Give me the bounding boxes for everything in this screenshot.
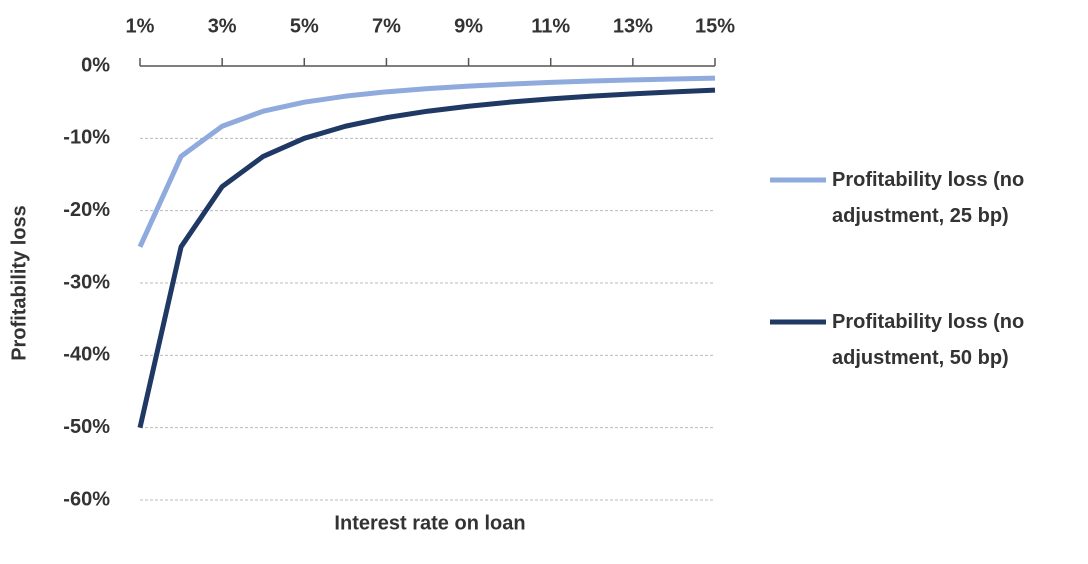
y-tick-label: -50% bbox=[63, 416, 110, 438]
x-tick-label: 13% bbox=[613, 15, 653, 37]
y-axis-label: Profitability loss bbox=[8, 205, 30, 361]
legend-label: Profitability loss (no adjustment, 25 bp… bbox=[832, 169, 1025, 227]
y-tick-label: -60% bbox=[63, 488, 110, 510]
y-tick-label: 0% bbox=[81, 54, 110, 76]
x-tick-label: 1% bbox=[126, 15, 155, 37]
legend-label: Profitability loss (no adjustment, 50 bp… bbox=[832, 311, 1025, 369]
y-tick-label: -40% bbox=[63, 344, 110, 366]
x-axis-label: Interest rate on loan bbox=[334, 512, 525, 534]
x-tick-label: 15% bbox=[695, 15, 735, 37]
x-tick-label: 11% bbox=[531, 15, 570, 37]
x-tick-label: 3% bbox=[208, 15, 237, 37]
series-line bbox=[137, 87, 716, 429]
series-line bbox=[137, 75, 716, 248]
x-tick-label: 7% bbox=[372, 15, 401, 37]
x-tick-label: 9% bbox=[454, 15, 483, 37]
y-tick-label: -30% bbox=[63, 271, 110, 293]
x-tick-label: 5% bbox=[290, 15, 319, 37]
y-tick-label: -10% bbox=[63, 127, 110, 149]
y-tick-label: -20% bbox=[63, 199, 110, 221]
